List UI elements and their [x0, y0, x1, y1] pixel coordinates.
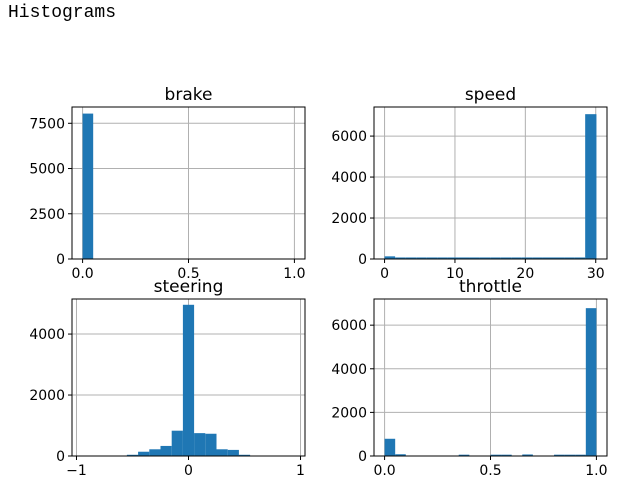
histogram-bar — [437, 257, 448, 259]
histogram-bar — [227, 449, 239, 456]
y-tick-label: 2000 — [331, 405, 367, 421]
histogram-bar — [564, 257, 575, 259]
histogram-bar — [216, 449, 228, 456]
x-tick-label: 0.5 — [177, 266, 199, 282]
histogram-bar — [490, 454, 502, 456]
histogram-bar — [501, 454, 512, 456]
y-tick-label: 4000 — [331, 170, 367, 186]
histogram-bar — [395, 257, 406, 259]
histogram-bar — [522, 454, 533, 456]
y-tick-label: 5000 — [29, 162, 65, 178]
histogram-bar — [160, 445, 172, 456]
histogram-bar — [171, 430, 183, 456]
histogram-bar — [384, 438, 396, 456]
y-tick-label: 2000 — [331, 211, 367, 227]
histogram-bar — [395, 454, 406, 456]
histogram-bar — [138, 451, 150, 456]
x-tick-label: 1 — [296, 463, 305, 479]
x-tick-label: 0.0 — [71, 266, 93, 282]
histogram-throttle: 0.0 0.5 1.0 0 2000 4000 6000 throttle — [331, 277, 607, 479]
y-tick-label: 0 — [56, 252, 65, 268]
x-tick-label: 30 — [587, 266, 605, 282]
histogram-bar — [542, 257, 554, 259]
histogram-bar — [447, 257, 459, 259]
x-tick-label: 20 — [516, 266, 534, 282]
x-tick-label: 10 — [446, 266, 464, 282]
y-tick-label: 2000 — [29, 388, 65, 404]
histogram-bar — [126, 454, 139, 456]
histogram-bar — [521, 257, 533, 259]
histogram-brake: 0.0 0.5 1.0 0 2500 5000 7500 brake — [29, 85, 305, 282]
y-tick-label: 4000 — [29, 327, 65, 343]
histogram-bar — [511, 257, 522, 259]
x-tick-label: 1.0 — [585, 463, 607, 479]
y-tick-label: 0 — [56, 449, 65, 465]
chart-title: speed — [465, 85, 516, 105]
y-tick-label: 0 — [358, 252, 367, 268]
histogram-bar — [82, 113, 94, 259]
histogram-bar — [585, 308, 597, 456]
histogram-bar — [585, 114, 597, 259]
x-tick-label: 0.5 — [479, 463, 501, 479]
histogram-bar — [426, 257, 438, 259]
histogram-bar — [458, 257, 470, 259]
y-tick-label: 6000 — [331, 129, 367, 145]
histogram-bar — [469, 257, 480, 259]
chart-title: brake — [165, 85, 213, 105]
histogram-bar — [205, 433, 217, 456]
histogram-bar — [384, 256, 396, 259]
histogram-bar — [149, 449, 161, 456]
page-title: Histograms — [8, 3, 117, 23]
y-tick-label: 6000 — [331, 318, 367, 334]
histogram-bar — [490, 257, 501, 259]
x-tick-label: 0 — [380, 266, 389, 282]
histogram-bar — [574, 257, 586, 259]
chart-title: steering — [154, 277, 224, 297]
plot-frame — [373, 106, 608, 260]
histogram-bar — [238, 454, 251, 456]
histogram-bar — [458, 454, 470, 456]
histogram-bar — [416, 257, 427, 259]
histogram-bar — [194, 433, 206, 456]
histogram-bar — [479, 257, 491, 259]
histogram-bar — [532, 257, 543, 259]
x-tick-label: 0 — [184, 463, 193, 479]
chart-title: throttle — [459, 277, 522, 297]
histogram-bar — [500, 257, 512, 259]
histogram-bar — [564, 454, 576, 456]
histogram-bar — [575, 454, 586, 456]
x-tick-label: 1.0 — [283, 266, 305, 282]
y-tick-label: 4000 — [331, 362, 367, 378]
histogram-bar — [554, 454, 565, 456]
histogram-bar — [405, 257, 417, 259]
histogram-speed: 0 10 20 30 0 2000 4000 6000 speed — [331, 85, 608, 282]
histogram-bar — [553, 257, 565, 259]
x-tick-label: −1 — [66, 463, 87, 479]
x-tick-label: 0.0 — [373, 463, 395, 479]
y-tick-label: 2500 — [29, 207, 65, 223]
histogram-bar — [182, 304, 195, 456]
y-tick-label: 0 — [358, 449, 367, 465]
y-tick-label: 7500 — [29, 116, 65, 132]
